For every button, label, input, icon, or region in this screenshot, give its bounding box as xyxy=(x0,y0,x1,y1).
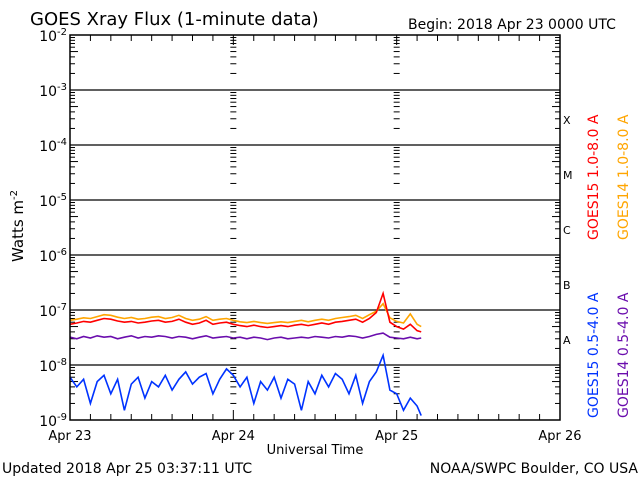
y-tick-label: 10-3 xyxy=(39,82,67,100)
flare-class-c: C xyxy=(563,224,571,237)
y-tick-label: 10-7 xyxy=(39,302,67,320)
y-axis-label-exp: -2 xyxy=(9,190,20,200)
flare-class-m: M xyxy=(563,169,573,182)
plot-frame xyxy=(69,34,561,421)
y-tick-base: 10 xyxy=(39,249,57,265)
y-tick-exp: -6 xyxy=(57,247,67,258)
y-tick-label: 10-8 xyxy=(39,357,67,375)
flare-class-a: A xyxy=(563,334,571,347)
y-tick-base: 10 xyxy=(39,29,57,45)
flare-class-labels: X M C B A xyxy=(563,114,573,347)
x-tick-label: Apr 25 xyxy=(375,429,418,444)
updated-timestamp: Updated 2018 Apr 25 03:37:11 UTC xyxy=(2,461,252,477)
y-tick-exp: -2 xyxy=(57,27,67,38)
y-tick-base: 10 xyxy=(39,414,57,430)
grid-lines xyxy=(70,89,560,366)
y-tick-base: 10 xyxy=(39,359,57,375)
y-tick-base: 10 xyxy=(39,194,57,210)
series-goes14-1-0-8-0-a xyxy=(69,302,422,328)
series-goes14-0-5-4-0-a xyxy=(69,332,422,341)
y-tick-base: 10 xyxy=(39,139,57,155)
data-series xyxy=(69,290,422,416)
legend: GOES15 1.0-8.0 A GOES14 1.0-8.0 A GOES15 0… xyxy=(586,114,632,418)
credit-label: NOAA/SWPC Boulder, CO USA xyxy=(430,461,639,477)
flare-class-x: X xyxy=(563,114,571,127)
y-tick-exp: -4 xyxy=(57,137,67,148)
x-tick-label: Apr 26 xyxy=(538,429,581,444)
y-axis-label-text: Watts m xyxy=(9,200,27,262)
y-tick-label: 10-4 xyxy=(39,137,67,155)
x-tick-label: Apr 24 xyxy=(212,429,255,444)
series-goes15-1-0-8-0-a xyxy=(69,290,422,333)
y-tick-exp: -5 xyxy=(57,192,67,203)
y-tick-labels: 10-210-310-410-510-610-710-810-9 xyxy=(39,27,67,430)
y-tick-label: 10-9 xyxy=(39,412,67,430)
x-axis-label: Universal Time xyxy=(267,443,364,458)
chart-title: GOES Xray Flux (1-minute data) xyxy=(30,9,319,30)
y-tick-exp: -9 xyxy=(57,412,67,423)
y-tick-exp: -8 xyxy=(57,357,67,368)
y-tick-base: 10 xyxy=(39,84,57,100)
y-tick-label: 10-6 xyxy=(39,247,67,265)
y-axis-label: Watts m-2 xyxy=(9,190,27,262)
x-tick-labels: Apr 23 Apr 24 Apr 25 Apr 26 xyxy=(48,429,581,444)
begin-label: Begin: 2018 Apr 23 0000 UTC xyxy=(408,17,616,33)
y-tick-exp: -7 xyxy=(57,302,67,313)
legend-item: GOES14 1.0-8.0 A xyxy=(616,114,632,240)
series-goes15-0-5-4-0-a xyxy=(69,352,422,416)
legend-item: GOES15 1.0-8.0 A xyxy=(586,114,602,240)
y-tick-base: 10 xyxy=(39,304,57,320)
x-tick-label: Apr 23 xyxy=(48,429,91,444)
flare-class-b: B xyxy=(563,279,571,292)
legend-item: GOES15 0.5-4.0 A xyxy=(586,292,602,418)
y-tick-label: 10-5 xyxy=(39,192,67,210)
y-tick-exp: -3 xyxy=(57,82,67,93)
y-tick-label: 10-2 xyxy=(39,27,67,45)
axis-ticks xyxy=(69,35,561,421)
legend-item: GOES14 0.5-4.0 A xyxy=(616,292,632,418)
